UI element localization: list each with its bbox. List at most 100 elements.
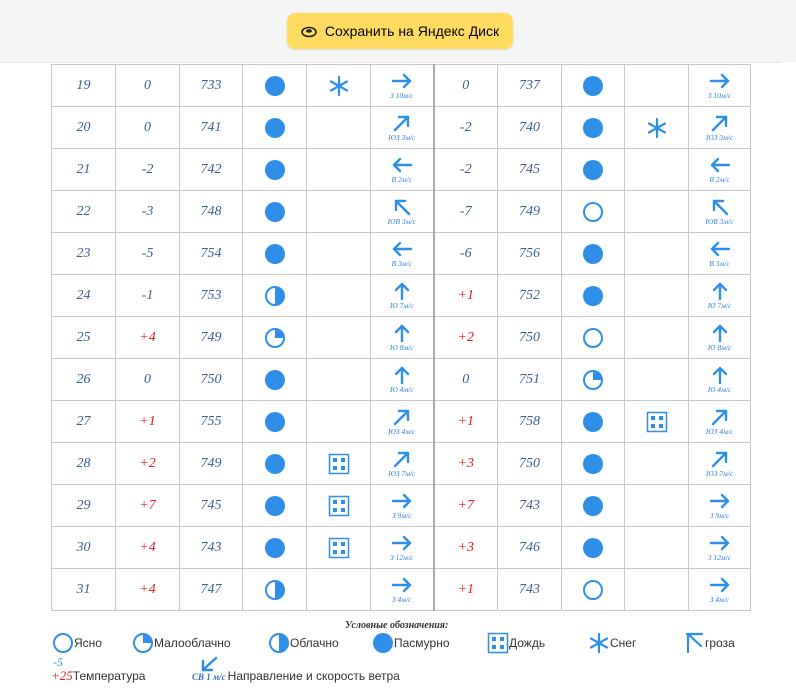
top-bar: Сохранить на Яндекс Диск xyxy=(0,0,796,63)
wind-label: Ю 7м/с xyxy=(707,300,732,310)
pressure-evening-cell: 749 xyxy=(497,190,562,233)
day-cell: 30 xyxy=(51,526,116,569)
wind-label: Ю 4м/с xyxy=(707,384,732,394)
legend-temp-plus: +25 xyxy=(51,668,73,683)
temperature-day-cell: +4 xyxy=(115,526,180,569)
temperature-evening-cell: -6 xyxy=(433,232,498,275)
legend-overcast: Пасмурно xyxy=(372,632,450,654)
pressure-day-cell: 750 xyxy=(179,358,243,401)
wind-label: З 4м/с xyxy=(709,594,730,604)
wind-label: Ю 7м/с xyxy=(389,300,414,310)
temperature-day-cell: +7 xyxy=(115,484,180,527)
wind-day: Ю 8м/с xyxy=(372,324,432,352)
pressure-day-cell: 754 xyxy=(179,232,243,275)
rain-icon xyxy=(328,453,349,474)
overcast-icon xyxy=(583,75,603,96)
phenomena-evening-cell xyxy=(624,484,689,527)
snow-icon xyxy=(647,117,666,138)
rain-icon xyxy=(646,411,667,432)
temperature-evening-cell: +3 xyxy=(433,442,498,485)
cloudiness-evening-cell xyxy=(561,274,625,317)
wind-label: Ю 4м/с xyxy=(389,384,414,394)
wind-label: З 10м/с xyxy=(707,90,732,100)
temperature-day-cell: 0 xyxy=(115,106,180,149)
wind-label: ЮЗ 3м/с xyxy=(705,132,734,142)
day-cell: 20 xyxy=(51,106,116,149)
wind-day-cell: ЮЗ 4м/с xyxy=(370,400,435,443)
pressure-evening-cell: 750 xyxy=(497,442,562,485)
overcast-icon xyxy=(264,495,285,516)
pressure-day-cell: 753 xyxy=(179,274,243,317)
phenomena-evening-cell xyxy=(624,274,689,317)
wind-day: ЮВ 3м/с xyxy=(372,198,432,226)
day-cell: 22 xyxy=(51,190,116,233)
cloudiness-evening-cell xyxy=(561,442,625,485)
overcast-icon xyxy=(264,75,285,96)
wind-evening: З 9м/с xyxy=(690,492,750,520)
overcast-icon xyxy=(264,411,285,432)
partly-cloudy-icon xyxy=(264,327,285,348)
clear-icon xyxy=(583,579,603,600)
day-cell: 21 xyxy=(51,148,116,191)
table-row: 31 +4 747 З 4м/с +1 743 З 4м/с xyxy=(51,568,751,611)
wind-arrow-sw-icon xyxy=(201,656,218,672)
legend-wind-label: Направление и скорость ветра xyxy=(227,669,400,683)
phenomena-day-cell xyxy=(306,442,371,485)
table-row: 25 +4 749 Ю 8м/с +2 750 Ю 8м/с xyxy=(51,316,751,359)
overcast-icon xyxy=(583,495,603,516)
cloudiness-evening-cell xyxy=(561,568,625,611)
wind-day-cell: В 3м/с xyxy=(370,232,435,275)
wind-label: Ю 8м/с xyxy=(389,342,414,352)
temperature-evening-cell: +3 xyxy=(433,526,498,569)
cloudiness-day-cell xyxy=(242,190,307,233)
wind-label: В 2м/с xyxy=(391,174,412,184)
day-cell: 19 xyxy=(51,64,116,107)
wind-arrow-north-icon xyxy=(394,366,409,384)
wind-label: З 12м/с xyxy=(390,552,414,562)
wind-label: З 9м/с xyxy=(709,510,730,520)
wind-arrow-east-icon xyxy=(709,73,729,88)
cloudiness-evening-cell xyxy=(561,316,625,359)
cloudy-icon xyxy=(264,579,285,600)
temperature-day-cell: -2 xyxy=(115,148,180,191)
phenomena-evening-cell xyxy=(624,316,689,359)
legend-overcast-label: Пасмурно xyxy=(394,636,450,650)
clear-icon xyxy=(583,201,603,222)
wind-day-cell: ЮЗ 7м/с xyxy=(370,442,435,485)
temperature-day-cell: +2 xyxy=(115,442,180,485)
wind-arrow-east-icon xyxy=(709,493,729,508)
wind-evening-cell: З 10м/с xyxy=(688,64,751,107)
wind-label: Ю 8м/с xyxy=(707,342,732,352)
temperature-day-cell: +1 xyxy=(115,400,180,443)
clear-icon xyxy=(583,327,603,348)
cloudiness-day-cell xyxy=(242,232,307,275)
cloudiness-day-cell xyxy=(242,148,307,191)
wind-label: ЮВ 3м/с xyxy=(705,216,734,226)
phenomena-evening-cell xyxy=(624,106,689,149)
cloudiness-evening-cell xyxy=(561,64,625,107)
pressure-day-cell: 749 xyxy=(179,316,243,359)
overcast-icon xyxy=(583,243,603,264)
pressure-day-cell: 748 xyxy=(179,190,243,233)
save-to-yandex-disk-button[interactable]: Сохранить на Яндекс Диск xyxy=(287,13,513,49)
wind-label: ЮВ 3м/с xyxy=(387,216,416,226)
wind-arrow-north-east-icon xyxy=(393,115,409,131)
scrollbar[interactable] xyxy=(782,62,796,690)
wind-arrow-north-icon xyxy=(712,366,727,384)
wind-day-cell: Ю 8м/с xyxy=(370,316,435,359)
overcast-icon xyxy=(264,159,285,180)
wind-label: В 2м/с xyxy=(709,174,730,184)
wind-evening-cell: Ю 4м/с xyxy=(688,358,751,401)
rain-icon xyxy=(328,537,349,558)
wind-evening-cell: Ю 7м/с xyxy=(688,274,751,317)
cloudiness-day-cell xyxy=(242,64,307,107)
pressure-day-cell: 755 xyxy=(179,400,243,443)
overcast-icon xyxy=(583,285,603,306)
table-row: 28 +2 749 ЮЗ 7м/с +3 750 ЮЗ 7м/с xyxy=(51,442,751,485)
pressure-day-cell: 743 xyxy=(179,526,243,569)
cloudiness-day-cell xyxy=(242,442,307,485)
pressure-evening-cell: 743 xyxy=(497,568,562,611)
table-row: 30 +4 743 З 12м/с +3 746 З 12м/с xyxy=(51,526,751,569)
temperature-evening-cell: +1 xyxy=(433,400,498,443)
phenomena-evening-cell xyxy=(624,358,689,401)
